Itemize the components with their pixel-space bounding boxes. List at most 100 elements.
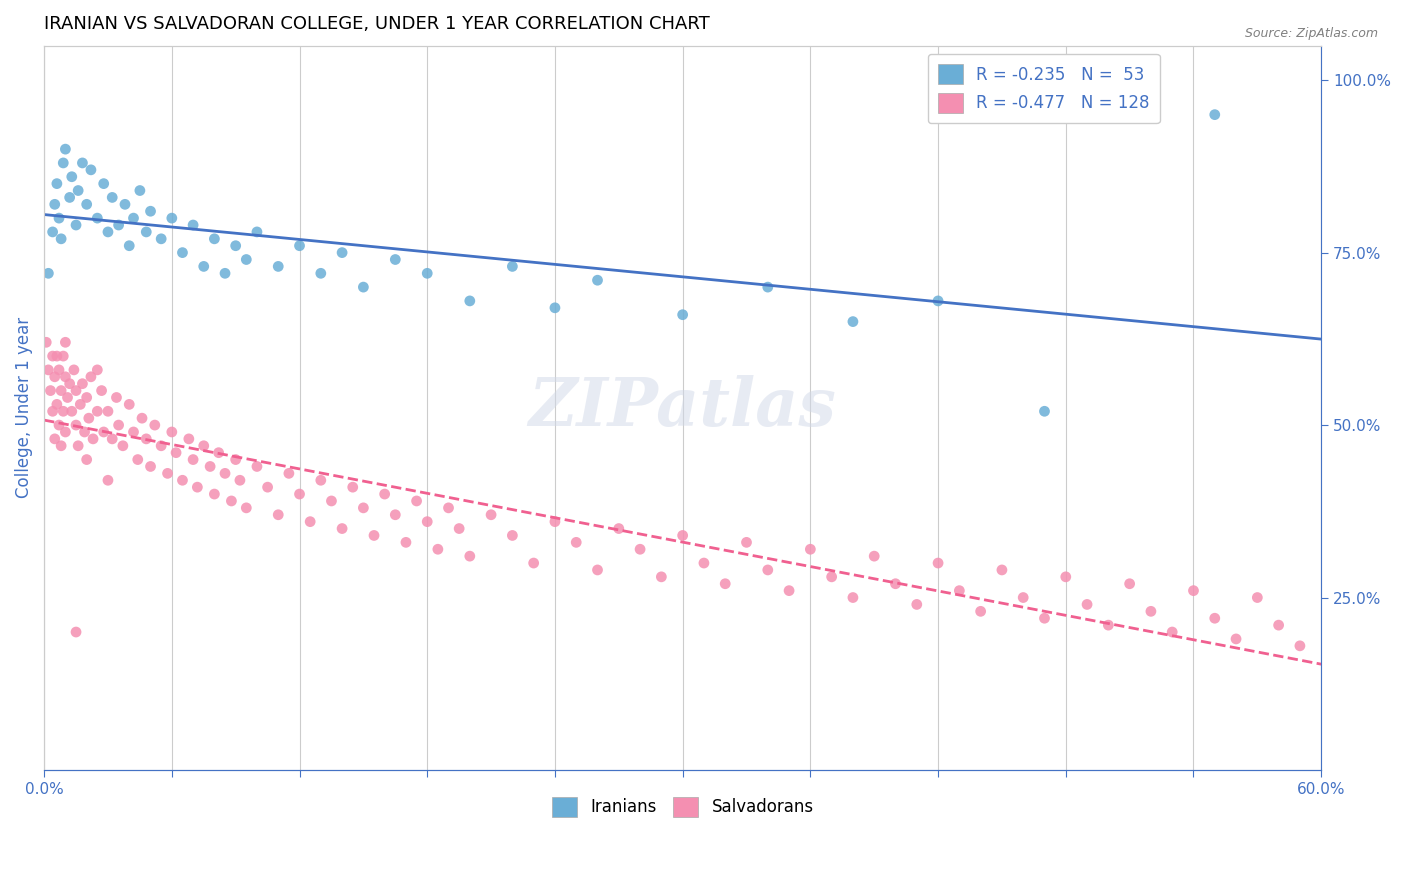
Point — [735, 535, 758, 549]
Point — [342, 480, 364, 494]
Point — [672, 528, 695, 542]
Point — [55, 369, 77, 384]
Point — [426, 542, 449, 557]
Point — [181, 452, 204, 467]
Text: Source: ZipAtlas.com: Source: ZipAtlas.com — [1244, 27, 1378, 40]
Point — [35, 335, 58, 350]
Point — [139, 459, 162, 474]
Point — [69, 397, 91, 411]
Point — [48, 418, 70, 433]
Point — [672, 308, 695, 322]
Point — [479, 508, 502, 522]
Point — [214, 266, 236, 280]
Point — [41, 349, 63, 363]
Point — [299, 515, 322, 529]
Point — [80, 369, 103, 384]
Point — [778, 583, 800, 598]
Point — [607, 522, 630, 536]
Point — [501, 528, 523, 542]
Point — [156, 467, 179, 481]
Point — [55, 142, 77, 156]
Point — [77, 411, 100, 425]
Point — [1054, 570, 1077, 584]
Point — [37, 363, 59, 377]
Point — [150, 439, 173, 453]
Point — [863, 549, 886, 563]
Point — [172, 473, 194, 487]
Point — [48, 363, 70, 377]
Point — [352, 280, 374, 294]
Point — [49, 232, 72, 246]
Point — [60, 169, 83, 184]
Point — [73, 425, 96, 439]
Point — [177, 432, 200, 446]
Point — [927, 556, 949, 570]
Point — [1267, 618, 1289, 632]
Point — [948, 583, 970, 598]
Point — [59, 190, 82, 204]
Point — [969, 604, 991, 618]
Point — [309, 266, 332, 280]
Point — [131, 411, 153, 425]
Point — [330, 522, 353, 536]
Point — [277, 467, 299, 481]
Point — [101, 190, 124, 204]
Point — [76, 391, 98, 405]
Point — [37, 266, 59, 280]
Point — [544, 515, 567, 529]
Point — [884, 576, 907, 591]
Point — [235, 500, 257, 515]
Point — [820, 570, 842, 584]
Point — [756, 280, 779, 294]
Point — [1033, 404, 1056, 418]
Point — [202, 232, 225, 246]
Point — [65, 384, 87, 398]
Point — [384, 252, 406, 267]
Point — [107, 418, 129, 433]
Point — [1225, 632, 1247, 646]
Point — [160, 211, 183, 226]
Point — [1118, 576, 1140, 591]
Point — [202, 487, 225, 501]
Point — [1204, 108, 1226, 122]
Point — [405, 494, 427, 508]
Point — [384, 508, 406, 522]
Point — [86, 363, 108, 377]
Point — [45, 397, 67, 411]
Point — [352, 500, 374, 515]
Point — [1246, 591, 1268, 605]
Point — [586, 273, 609, 287]
Point — [193, 439, 215, 453]
Point — [97, 404, 120, 418]
Point — [82, 432, 104, 446]
Point — [309, 473, 332, 487]
Point — [186, 480, 208, 494]
Point — [842, 591, 865, 605]
Point — [52, 404, 75, 418]
Point — [128, 184, 150, 198]
Point — [39, 384, 62, 398]
Point — [1097, 618, 1119, 632]
Point — [267, 508, 290, 522]
Legend: Iranians, Salvadorans: Iranians, Salvadorans — [541, 787, 824, 827]
Point — [97, 473, 120, 487]
Point — [101, 432, 124, 446]
Point — [1161, 625, 1184, 640]
Point — [44, 432, 66, 446]
Point — [693, 556, 716, 570]
Point — [114, 197, 136, 211]
Point — [143, 418, 166, 433]
Point — [45, 349, 67, 363]
Point — [59, 376, 82, 391]
Point — [127, 452, 149, 467]
Point — [150, 232, 173, 246]
Point — [395, 535, 418, 549]
Point — [1182, 583, 1205, 598]
Point — [44, 197, 66, 211]
Point — [905, 598, 928, 612]
Point — [225, 452, 247, 467]
Point — [118, 397, 141, 411]
Point — [458, 549, 481, 563]
Point — [288, 487, 311, 501]
Point — [714, 576, 737, 591]
